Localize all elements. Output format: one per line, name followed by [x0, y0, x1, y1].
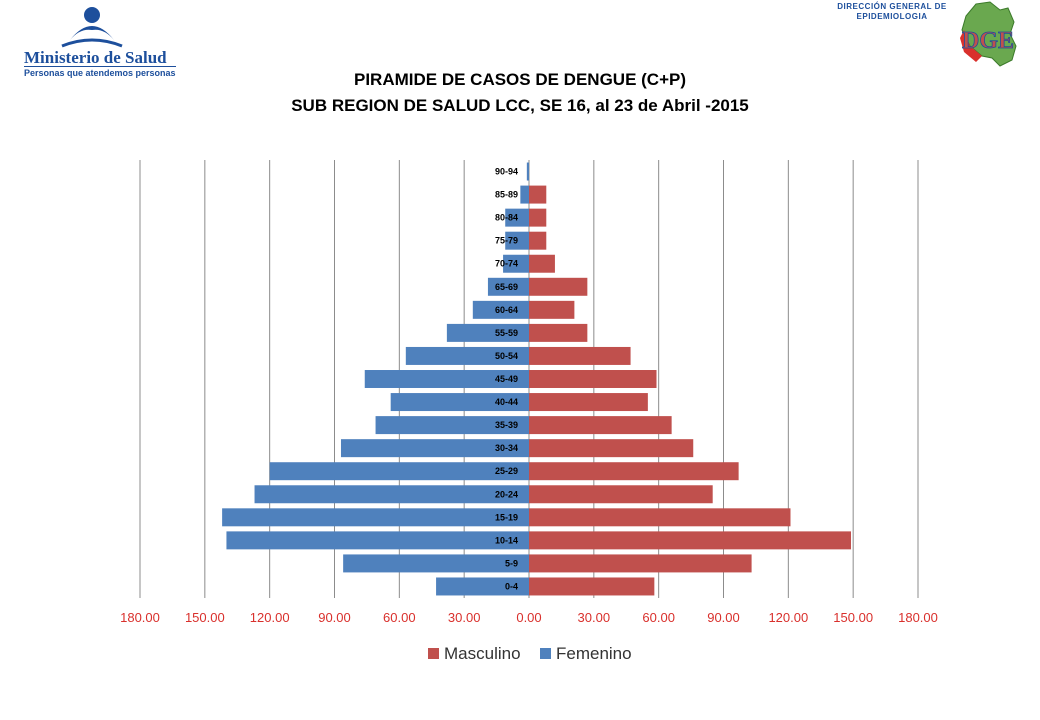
x-tick-label: 0.00 [516, 610, 541, 625]
category-label: 10-14 [495, 535, 518, 545]
legend-swatch-femenino [540, 648, 551, 659]
bar-femenino-45-49 [364, 370, 529, 388]
x-tick-label: 120.00 [768, 610, 808, 625]
dge-logo-text: DGE [962, 28, 1014, 54]
bar-masculino-5-9 [529, 554, 752, 573]
legend-label-masculino: Masculino [444, 644, 521, 663]
bar-masculino-10-14 [529, 531, 852, 550]
category-label: 70-74 [495, 259, 518, 269]
bar-masculino-80-84 [529, 208, 547, 227]
bar-femenino-40-44 [390, 393, 529, 412]
category-label: 35-39 [495, 420, 518, 430]
person-emblem-icon [61, 7, 123, 48]
bar-masculino-50-54 [529, 346, 631, 365]
bar-masculino-55-59 [529, 323, 588, 342]
x-tick-label: 30.00 [578, 610, 611, 625]
bar-femenino-80-84 [505, 208, 529, 227]
category-label: 85-89 [495, 190, 518, 200]
bars [222, 162, 852, 596]
chart-title: PIRAMIDE DE CASOS DE DENGUE (C+P) [353, 70, 686, 89]
x-tick-label: 150.00 [185, 610, 225, 625]
category-label: 25-29 [495, 466, 518, 476]
bar-femenino-60-64 [472, 300, 529, 319]
category-label: 15-19 [495, 512, 518, 522]
x-tick-label: 60.00 [642, 610, 675, 625]
category-label: 20-24 [495, 489, 518, 499]
bar-masculino-15-19 [529, 508, 791, 527]
dge-line-2: EPIDEMIOLOGIA [856, 12, 928, 21]
bar-femenino-50-54 [405, 346, 529, 365]
bar-masculino-0-4 [529, 577, 655, 596]
population-pyramid-chart: 90-94 85-89 80-84 75-79 70-74 65-69 60-64 55-59… [120, 160, 938, 663]
category-label: 5-9 [505, 558, 518, 568]
bar-femenino-0-4 [436, 577, 529, 596]
x-tick-label: 30.00 [448, 610, 481, 625]
bar-masculino-20-24 [529, 485, 713, 504]
dge-caption: DIRECCIÓN GENERAL DE EPIDEMIOLOGIA [826, 2, 958, 22]
bar-masculino-65-69 [529, 277, 588, 296]
bar-masculino-85-89 [529, 185, 547, 204]
bar-femenino-15-19 [222, 508, 529, 527]
category-label: 50-54 [495, 351, 518, 361]
bar-masculino-25-29 [529, 462, 739, 481]
x-tick-label: 180.00 [898, 610, 938, 625]
category-label: 45-49 [495, 374, 518, 384]
bar-femenino-20-24 [254, 485, 530, 504]
ministry-name: Ministerio de Salud [24, 48, 167, 67]
bar-femenino-10-14 [226, 531, 529, 550]
peru-map-icon: DGE [960, 1, 1017, 67]
category-label: 0-4 [505, 581, 518, 591]
bar-femenino-55-59 [446, 323, 529, 342]
bar-masculino-75-79 [529, 231, 547, 250]
chart-subtitle: SUB REGION DE SALUD LCC, SE 16, al 23 de… [291, 96, 749, 115]
bar-femenino-30-34 [340, 439, 529, 458]
bar-femenino-5-9 [343, 554, 529, 573]
dge-line-1: DIRECCIÓN GENERAL DE [837, 2, 947, 11]
category-label: 30-34 [495, 443, 518, 453]
x-tick-label: 90.00 [318, 610, 351, 625]
category-label: 90-94 [495, 167, 518, 177]
category-label: 65-69 [495, 282, 518, 292]
x-tick-label: 60.00 [383, 610, 416, 625]
x-tick-label: 90.00 [707, 610, 740, 625]
bar-masculino-40-44 [529, 393, 648, 412]
bar-femenino-35-39 [375, 416, 529, 435]
ministry-tagline: Personas que atendemos personas [24, 66, 176, 78]
ministerio-de-salud-logo: Ministerio de Salud Personas que atendem… [18, 4, 178, 78]
x-tick-label: 150.00 [833, 610, 873, 625]
bar-femenino-75-79 [505, 231, 529, 250]
legend-swatch-masculino [428, 648, 439, 659]
x-tick-labels: 180.00 150.00 120.00 90.00 60.00 30.00 0.00 30.… [120, 610, 938, 625]
bar-masculino-45-49 [529, 370, 657, 388]
bar-femenino-90-94 [526, 162, 529, 181]
bar-masculino-35-39 [529, 416, 672, 435]
bar-masculino-60-64 [529, 300, 575, 319]
dge-logo: DGE [956, 0, 1020, 70]
category-label: 60-64 [495, 305, 518, 315]
bar-femenino-70-74 [503, 254, 529, 273]
bar-femenino-25-29 [269, 462, 529, 481]
x-tick-label: 180.00 [120, 610, 160, 625]
category-label: 80-84 [495, 213, 518, 223]
bar-masculino-30-34 [529, 439, 694, 458]
category-label: 55-59 [495, 328, 518, 338]
bar-femenino-65-69 [487, 277, 529, 296]
bar-femenino-85-89 [520, 185, 529, 204]
category-labels: 90-94 85-89 80-84 75-79 70-74 65-69 60-64 55-59… [495, 167, 518, 592]
category-label: 40-44 [495, 397, 518, 407]
x-tick-label: 120.00 [250, 610, 290, 625]
category-label: 75-79 [495, 236, 518, 246]
bar-masculino-70-74 [529, 254, 555, 273]
legend-label-femenino: Femenino [556, 644, 632, 663]
legend: Masculino Femenino [428, 644, 632, 663]
